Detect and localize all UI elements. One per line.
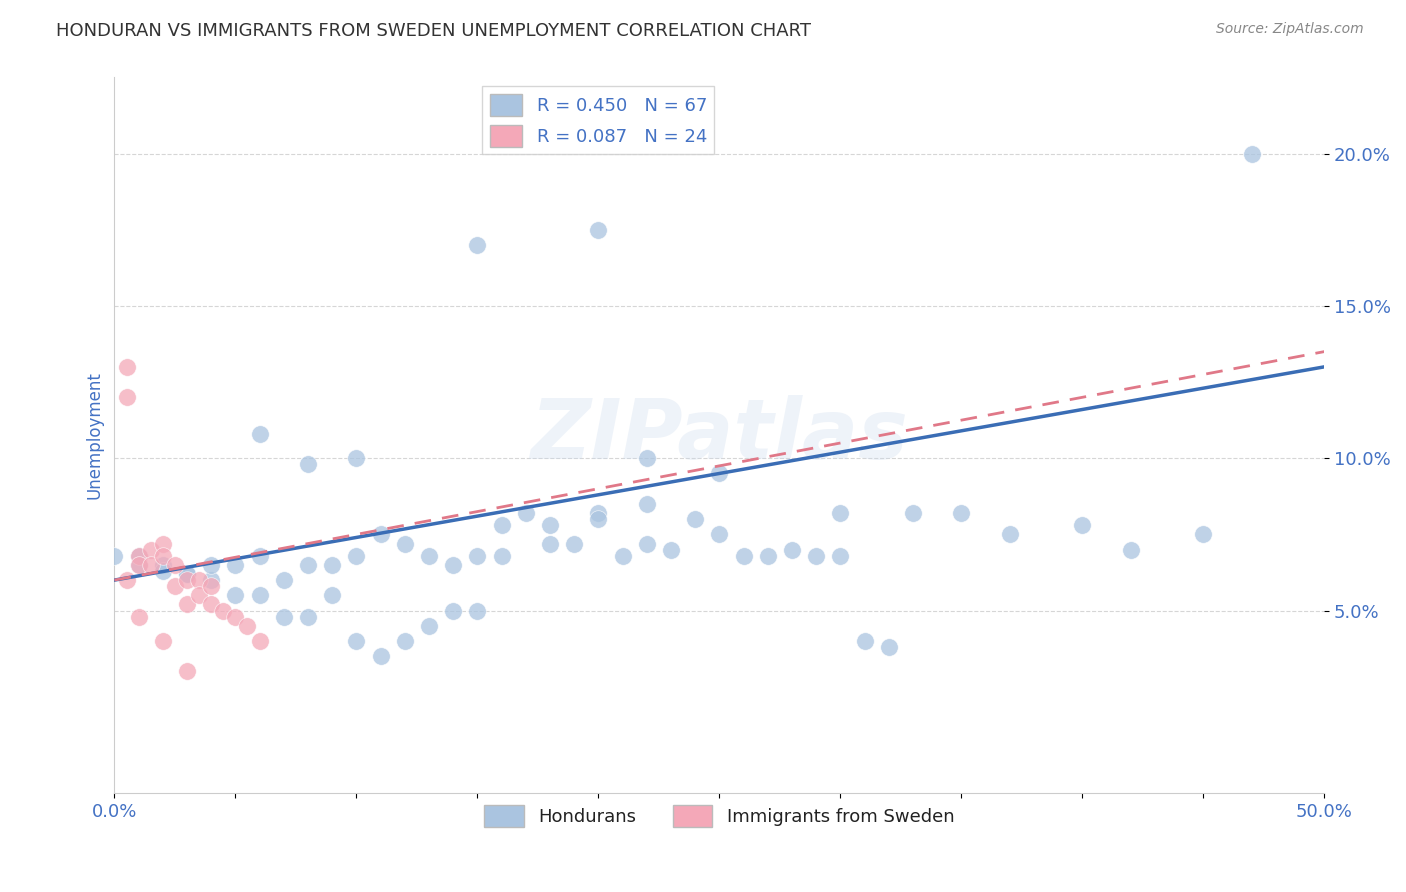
Point <box>804 549 827 563</box>
Point <box>538 518 561 533</box>
Point <box>224 588 246 602</box>
Point <box>176 567 198 582</box>
Point <box>188 588 211 602</box>
Point <box>224 609 246 624</box>
Point <box>491 549 513 563</box>
Point <box>152 634 174 648</box>
Point <box>467 549 489 563</box>
Point <box>441 558 464 572</box>
Point <box>998 527 1021 541</box>
Text: ZIPatlas: ZIPatlas <box>530 395 908 476</box>
Point <box>236 619 259 633</box>
Point <box>321 588 343 602</box>
Point <box>636 451 658 466</box>
Point <box>588 506 610 520</box>
Legend: Hondurans, Immigrants from Sweden: Hondurans, Immigrants from Sweden <box>477 798 962 834</box>
Text: Source: ZipAtlas.com: Source: ZipAtlas.com <box>1216 22 1364 37</box>
Point <box>249 634 271 648</box>
Point <box>249 426 271 441</box>
Point <box>344 634 367 648</box>
Point <box>176 665 198 679</box>
Point <box>562 536 585 550</box>
Point <box>163 558 186 572</box>
Point <box>212 603 235 617</box>
Point <box>128 609 150 624</box>
Point <box>877 640 900 654</box>
Point <box>176 567 198 582</box>
Point <box>200 579 222 593</box>
Point <box>152 549 174 563</box>
Point <box>273 573 295 587</box>
Point <box>249 588 271 602</box>
Point <box>636 497 658 511</box>
Point <box>830 549 852 563</box>
Point <box>115 359 138 374</box>
Point <box>249 549 271 563</box>
Point <box>297 458 319 472</box>
Point <box>176 573 198 587</box>
Point <box>139 558 162 572</box>
Point <box>1240 146 1263 161</box>
Point <box>176 598 198 612</box>
Point <box>830 506 852 520</box>
Point <box>441 603 464 617</box>
Point <box>297 609 319 624</box>
Point <box>756 549 779 563</box>
Point <box>538 536 561 550</box>
Point <box>128 549 150 563</box>
Point <box>273 609 295 624</box>
Point <box>394 634 416 648</box>
Point <box>709 467 731 481</box>
Point <box>588 512 610 526</box>
Point <box>1119 542 1142 557</box>
Point <box>139 542 162 557</box>
Point <box>901 506 924 520</box>
Point <box>200 598 222 612</box>
Point <box>467 603 489 617</box>
Point <box>200 558 222 572</box>
Point <box>950 506 973 520</box>
Point <box>418 619 440 633</box>
Point <box>128 558 150 572</box>
Point <box>297 558 319 572</box>
Point <box>321 558 343 572</box>
Text: HONDURAN VS IMMIGRANTS FROM SWEDEN UNEMPLOYMENT CORRELATION CHART: HONDURAN VS IMMIGRANTS FROM SWEDEN UNEMP… <box>56 22 811 40</box>
Point <box>344 549 367 563</box>
Point <box>467 238 489 252</box>
Y-axis label: Unemployment: Unemployment <box>86 371 103 500</box>
Point <box>491 518 513 533</box>
Point <box>115 573 138 587</box>
Point <box>115 390 138 404</box>
Point <box>224 558 246 572</box>
Point <box>370 649 392 664</box>
Point <box>128 549 150 563</box>
Point <box>152 536 174 550</box>
Point <box>1071 518 1094 533</box>
Point <box>709 527 731 541</box>
Point <box>344 451 367 466</box>
Point <box>733 549 755 563</box>
Point <box>103 549 125 563</box>
Point <box>636 536 658 550</box>
Point <box>780 542 803 557</box>
Point <box>853 634 876 648</box>
Point <box>515 506 537 520</box>
Point <box>683 512 706 526</box>
Point <box>128 558 150 572</box>
Point <box>394 536 416 550</box>
Point <box>370 527 392 541</box>
Point <box>163 579 186 593</box>
Point <box>612 549 634 563</box>
Point <box>152 558 174 572</box>
Point <box>188 573 211 587</box>
Point <box>659 542 682 557</box>
Point <box>588 223 610 237</box>
Point <box>200 573 222 587</box>
Point <box>152 564 174 578</box>
Point <box>1192 527 1215 541</box>
Point <box>418 549 440 563</box>
